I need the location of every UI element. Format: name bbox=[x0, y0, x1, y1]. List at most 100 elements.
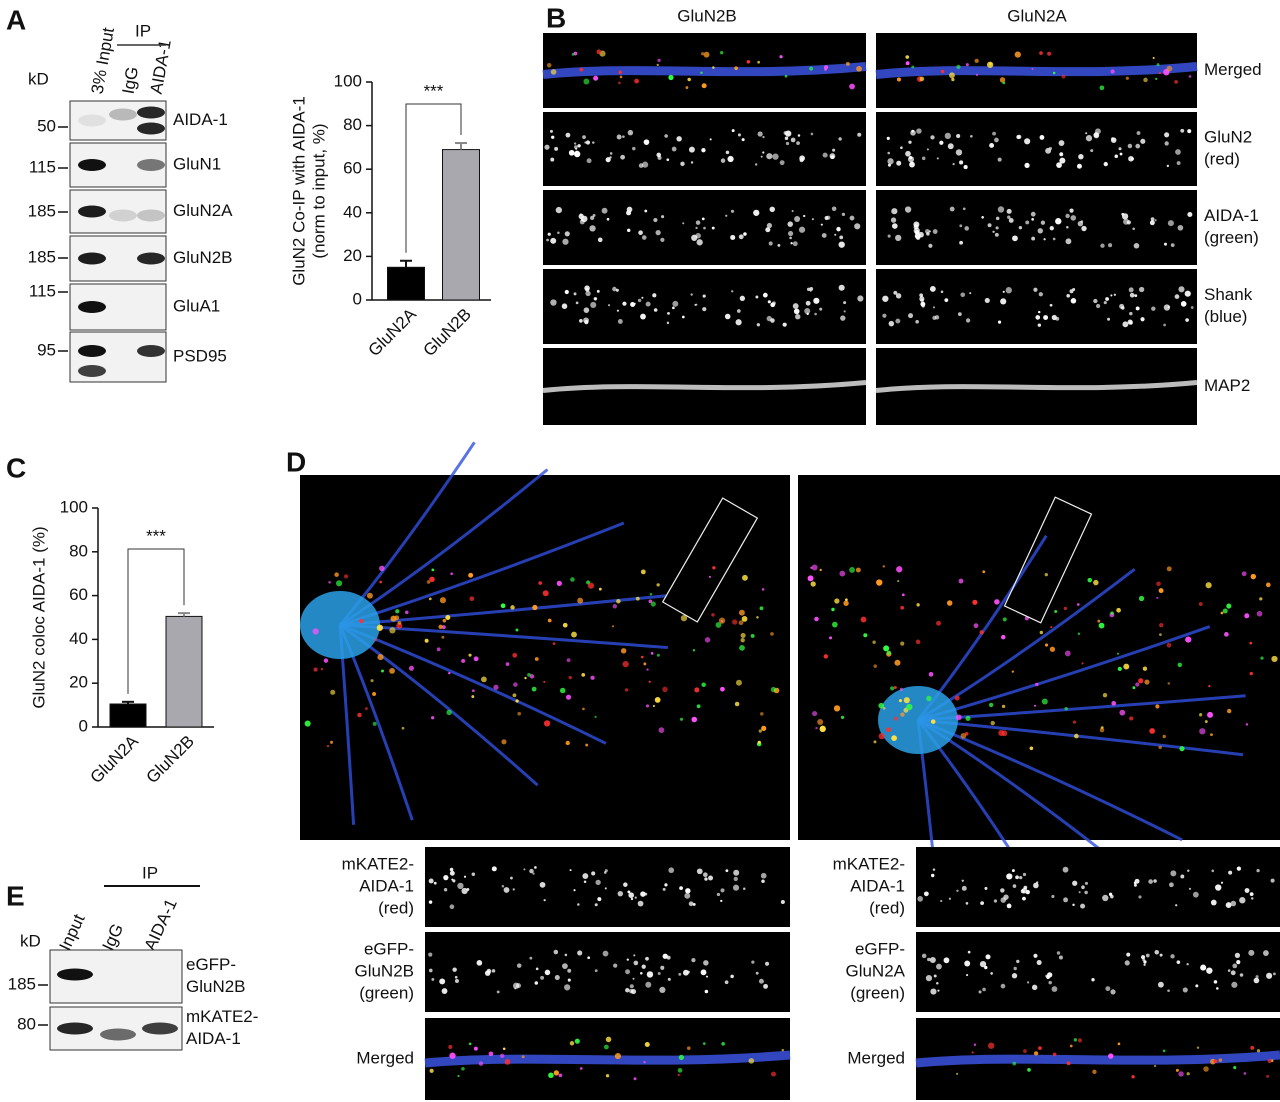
puncta bbox=[838, 137, 842, 141]
puncta bbox=[960, 732, 967, 739]
puncta bbox=[1111, 700, 1117, 706]
puncta bbox=[737, 133, 742, 137]
puncta bbox=[1249, 641, 1253, 645]
puncta bbox=[1211, 869, 1215, 873]
puncta bbox=[1022, 872, 1027, 877]
row-label: Merged bbox=[356, 1048, 414, 1067]
puncta bbox=[992, 230, 995, 233]
puncta bbox=[947, 143, 954, 150]
puncta bbox=[736, 309, 741, 313]
puncta bbox=[1266, 1074, 1270, 1078]
puncta bbox=[809, 287, 814, 291]
puncta bbox=[1043, 315, 1049, 320]
puncta bbox=[644, 1041, 650, 1047]
puncta bbox=[904, 206, 912, 213]
puncta bbox=[694, 303, 697, 306]
puncta bbox=[915, 235, 921, 241]
puncta bbox=[624, 688, 629, 692]
puncta bbox=[687, 77, 691, 82]
puncta bbox=[887, 158, 894, 165]
puncta bbox=[428, 952, 433, 957]
puncta bbox=[1159, 953, 1163, 957]
puncta bbox=[656, 152, 662, 158]
puncta bbox=[521, 1055, 525, 1059]
puncta bbox=[664, 134, 668, 138]
row-label: AIDA-1 bbox=[359, 876, 414, 895]
puncta bbox=[735, 679, 742, 686]
protein-label: GluN1 bbox=[173, 154, 221, 173]
protein-label: AIDA-1 bbox=[186, 1029, 241, 1048]
puncta bbox=[550, 157, 555, 162]
y-tick-label: 80 bbox=[343, 115, 362, 134]
puncta bbox=[916, 603, 920, 607]
puncta bbox=[1208, 685, 1211, 688]
puncta bbox=[1232, 963, 1238, 969]
puncta bbox=[810, 132, 814, 136]
puncta bbox=[1085, 132, 1088, 135]
puncta bbox=[1064, 650, 1071, 657]
puncta bbox=[1012, 1061, 1017, 1066]
puncta bbox=[1033, 287, 1038, 292]
puncta bbox=[1134, 294, 1138, 298]
puncta bbox=[597, 237, 603, 243]
y-tick-label: 20 bbox=[69, 673, 88, 692]
puncta bbox=[1154, 949, 1160, 955]
puncta bbox=[1077, 1038, 1083, 1043]
puncta bbox=[905, 61, 910, 66]
kd-label: kD bbox=[28, 69, 49, 88]
puncta bbox=[772, 153, 779, 160]
puncta bbox=[1256, 610, 1263, 617]
puncta bbox=[890, 217, 897, 223]
puncta bbox=[561, 303, 568, 309]
puncta bbox=[895, 293, 902, 299]
puncta bbox=[765, 227, 771, 233]
puncta bbox=[1072, 880, 1078, 886]
puncta bbox=[446, 709, 452, 716]
puncta bbox=[304, 720, 311, 727]
puncta bbox=[1132, 227, 1135, 231]
puncta bbox=[882, 706, 886, 710]
puncta bbox=[468, 1042, 472, 1046]
puncta bbox=[1198, 713, 1203, 717]
puncta bbox=[886, 727, 891, 733]
bar bbox=[387, 266, 425, 301]
puncta bbox=[1206, 967, 1213, 974]
puncta bbox=[979, 960, 987, 968]
puncta bbox=[550, 299, 557, 306]
puncta bbox=[969, 292, 972, 295]
puncta bbox=[395, 609, 400, 614]
puncta bbox=[517, 711, 522, 716]
puncta bbox=[849, 566, 856, 573]
puncta bbox=[965, 318, 971, 323]
lane-label: AIDA-1 bbox=[140, 896, 180, 954]
puncta bbox=[1249, 671, 1253, 676]
puncta bbox=[534, 866, 537, 869]
puncta bbox=[1153, 1064, 1157, 1068]
puncta bbox=[695, 220, 701, 225]
puncta bbox=[1066, 226, 1069, 229]
puncta bbox=[457, 882, 464, 890]
puncta bbox=[1011, 670, 1014, 673]
puncta bbox=[1035, 315, 1041, 320]
puncta bbox=[641, 964, 646, 969]
row-label: (green) bbox=[1204, 228, 1259, 247]
puncta bbox=[620, 154, 626, 160]
puncta bbox=[1175, 149, 1181, 155]
puncta bbox=[547, 618, 552, 623]
puncta bbox=[982, 570, 986, 574]
puncta bbox=[1111, 137, 1114, 140]
puncta bbox=[313, 667, 318, 672]
puncta bbox=[696, 239, 703, 246]
puncta bbox=[926, 695, 932, 702]
puncta bbox=[695, 226, 698, 230]
puncta bbox=[1150, 217, 1155, 221]
puncta bbox=[1058, 955, 1063, 960]
band bbox=[142, 1022, 178, 1035]
puncta bbox=[882, 565, 885, 568]
puncta bbox=[712, 66, 715, 69]
puncta bbox=[965, 973, 969, 977]
puncta bbox=[708, 575, 711, 578]
band bbox=[137, 106, 165, 119]
puncta bbox=[900, 605, 905, 610]
puncta bbox=[617, 890, 624, 897]
